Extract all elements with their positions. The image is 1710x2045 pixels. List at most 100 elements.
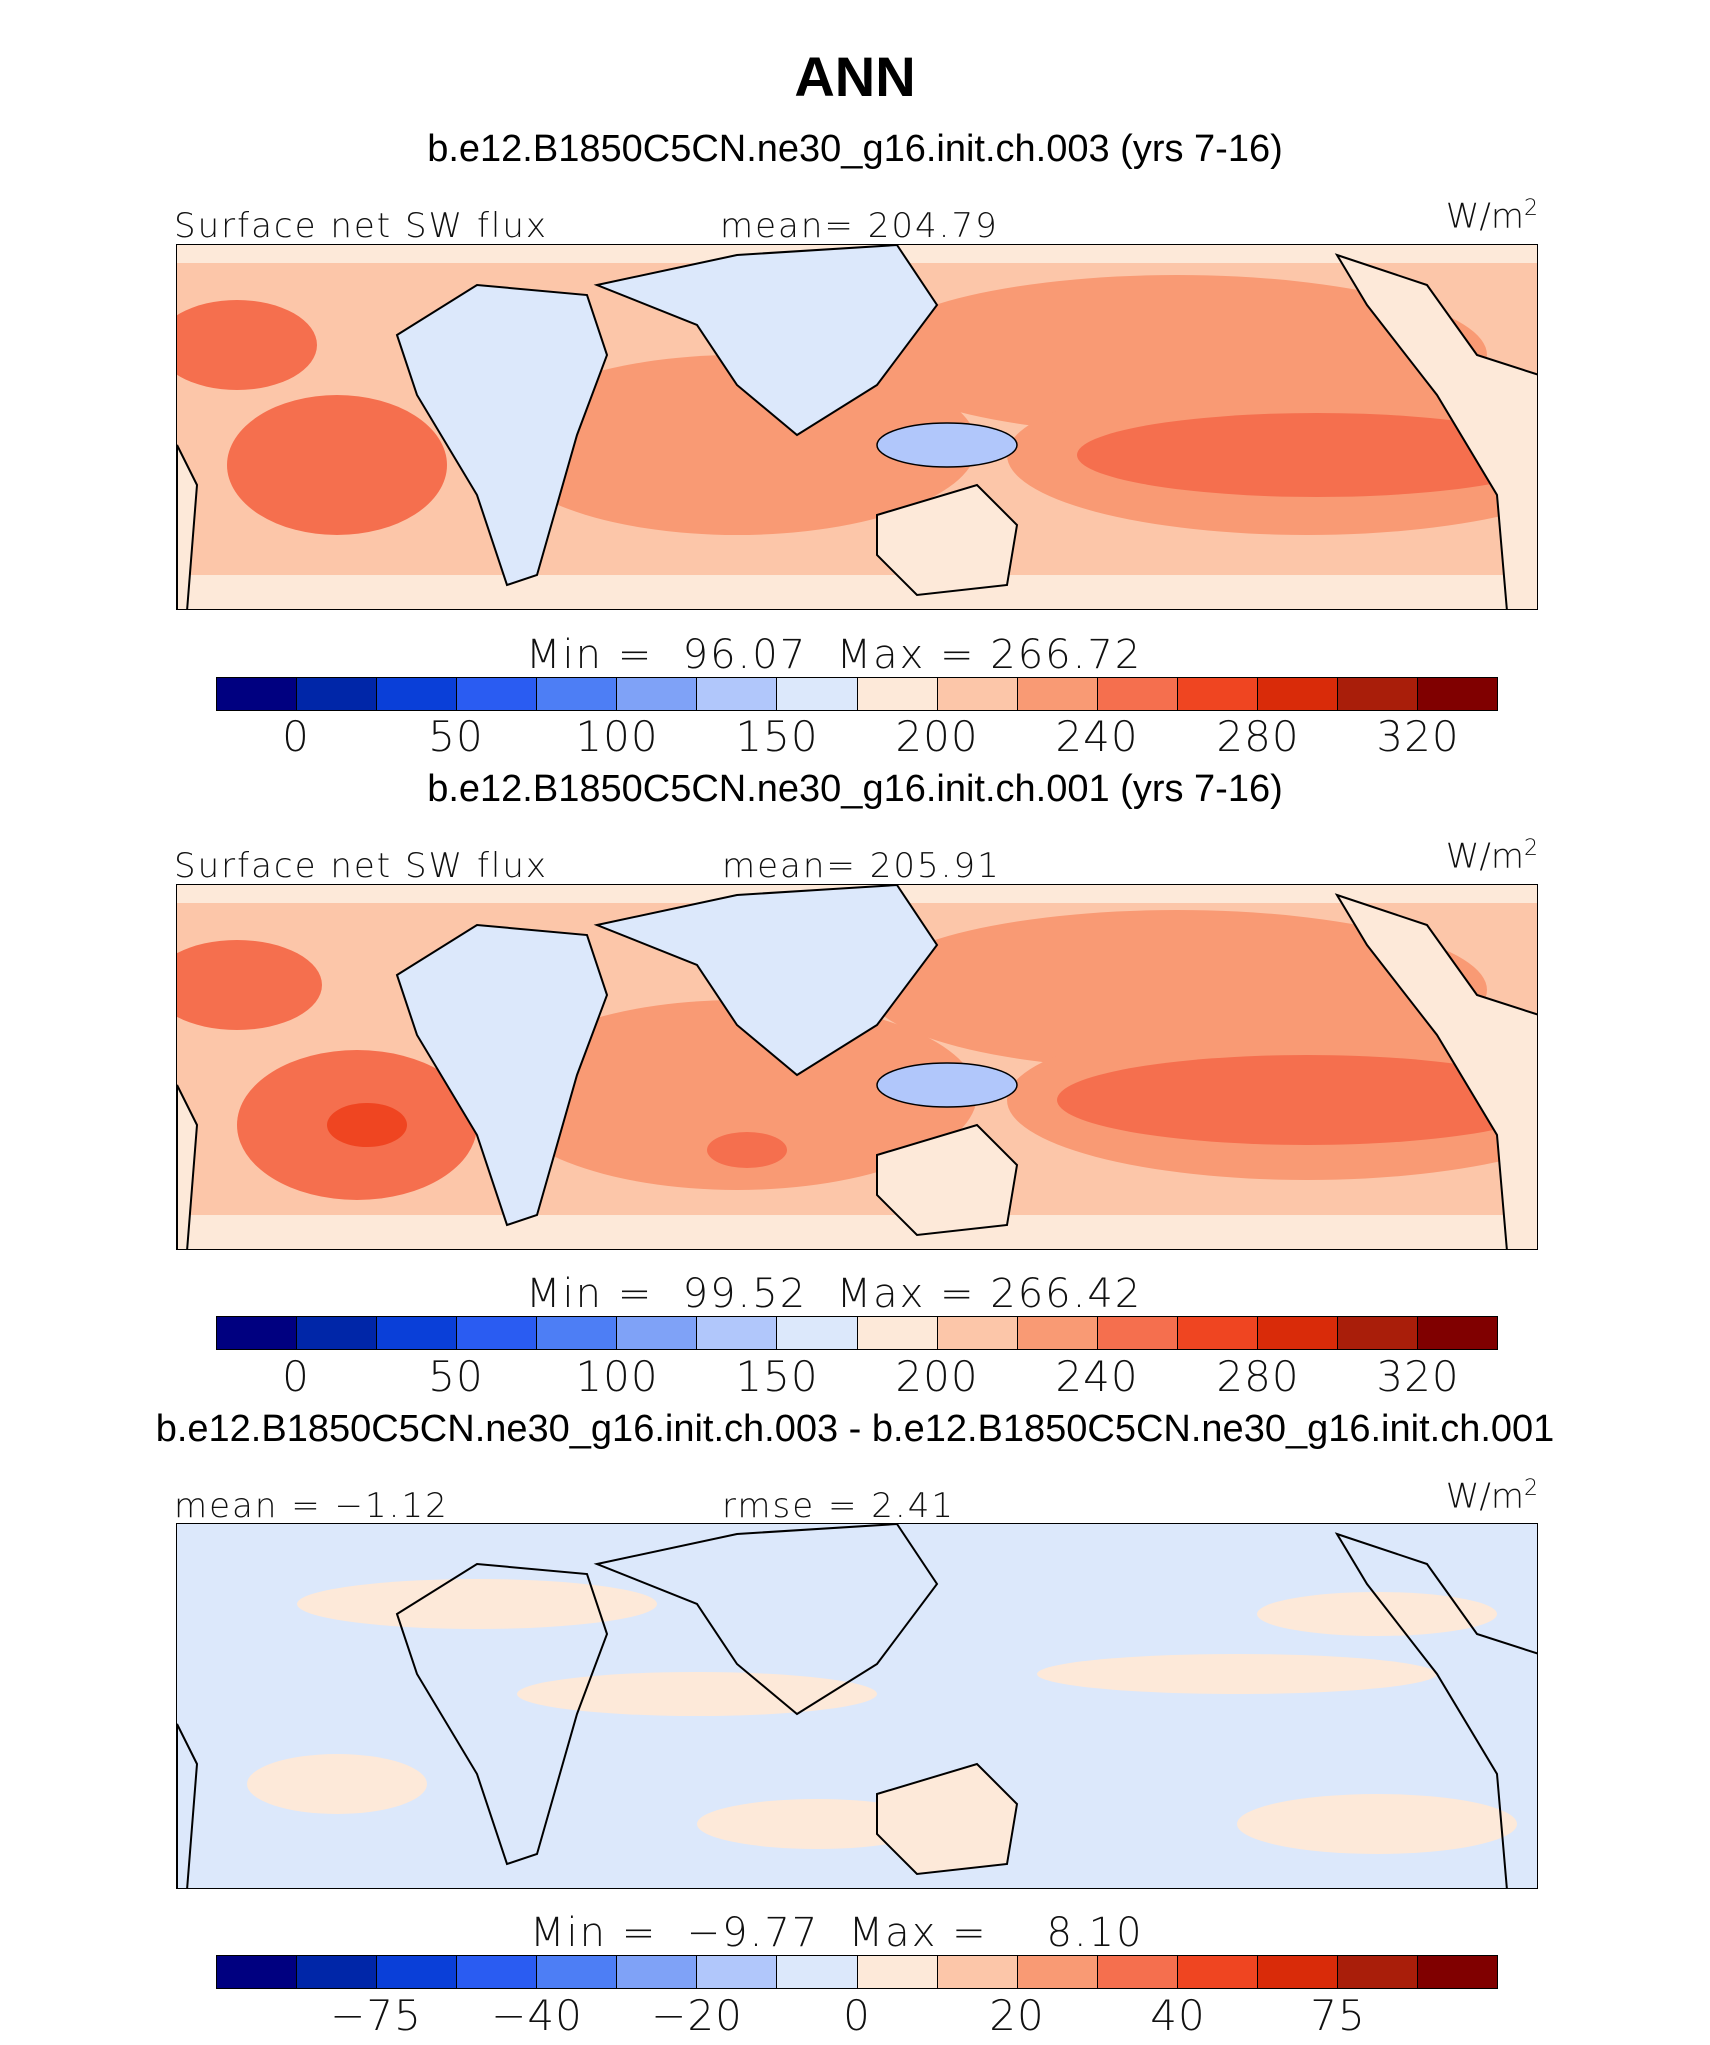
panel-2-stat-label: mean= bbox=[722, 846, 857, 886]
colorbar-segment bbox=[457, 1956, 538, 1988]
panel-diff-tick-0: −75 bbox=[330, 1991, 422, 2040]
panel-diff-field-positive-1 bbox=[297, 1579, 657, 1629]
colorbar-segment bbox=[777, 678, 858, 710]
colorbar-segment bbox=[857, 1317, 938, 1349]
panel-1-tick-1: 50 bbox=[428, 712, 484, 761]
colorbar-segment bbox=[297, 678, 378, 710]
panel-1-tick-3: 150 bbox=[735, 712, 819, 761]
panel-1-south-america-west bbox=[177, 444, 199, 609]
panel-2-field-south-high-lat bbox=[177, 1215, 1537, 1249]
panel-1-field-south-high-lat bbox=[177, 575, 1537, 609]
colorbar-segment bbox=[297, 1956, 378, 1988]
panel-2-colorbar bbox=[216, 1316, 1498, 1350]
colorbar-segment bbox=[617, 678, 698, 710]
panel-2-americas-land bbox=[1334, 893, 1537, 1249]
panel-2-tick-4: 200 bbox=[895, 1352, 979, 1401]
panel-2-maritime-continent bbox=[876, 1062, 1018, 1108]
panel-2-field-north-atlantic-max bbox=[177, 940, 322, 1030]
panel-1-stat-value: 204.79 bbox=[867, 206, 999, 246]
colorbar-segment bbox=[697, 678, 778, 710]
panel-1-americas-land bbox=[1334, 253, 1537, 609]
panel-2-asia-land bbox=[593, 885, 939, 1077]
panel-2-stat-value: 205.91 bbox=[869, 846, 1001, 886]
panel-2-variable-label: Surface net SW flux bbox=[174, 846, 549, 886]
colorbar-segment bbox=[1177, 1956, 1258, 1988]
colorbar-segment bbox=[1337, 1956, 1418, 1988]
colorbar-segment bbox=[937, 678, 1018, 710]
panel-diff-australia-land bbox=[876, 1762, 1019, 1876]
panel-diff-minmax: Min = −9.77 Max = 8.10 bbox=[530, 1910, 1144, 1956]
panel-2-field-indian-ocean-core bbox=[707, 1132, 787, 1168]
colorbar-segment bbox=[697, 1956, 778, 1988]
colorbar-segment bbox=[937, 1956, 1018, 1988]
panel-1-field-south-atlantic-max bbox=[227, 395, 447, 535]
colorbar-segment bbox=[1257, 678, 1338, 710]
panel-2-tick-0: 0 bbox=[282, 1352, 310, 1401]
panel-2-map bbox=[176, 884, 1538, 1250]
colorbar-segment bbox=[537, 1956, 618, 1988]
panel-2-tick-7: 320 bbox=[1376, 1352, 1460, 1401]
colorbar-segment bbox=[457, 678, 538, 710]
panel-2-tick-6: 280 bbox=[1216, 1352, 1300, 1401]
panel-2-africa-land bbox=[395, 923, 609, 1227]
panel-1-minmax: Min = 96.07 Max = 266.72 bbox=[526, 632, 1143, 678]
panel-diff-mean-label: mean = bbox=[174, 1486, 322, 1526]
panel-diff-map bbox=[176, 1523, 1538, 1889]
panel-1-stat-label: mean= bbox=[720, 206, 855, 246]
panel-2-field-indian-ocean bbox=[497, 1000, 977, 1190]
colorbar-segment bbox=[1177, 1317, 1258, 1349]
panel-1-tick-7: 320 bbox=[1376, 712, 1460, 761]
panel-2-tick-3: 150 bbox=[735, 1352, 819, 1401]
panel-diff-mean: mean = −1.12 bbox=[174, 1486, 449, 1526]
panel-2-tick-1: 50 bbox=[428, 1352, 484, 1401]
panel-1-australia-land bbox=[876, 483, 1019, 597]
colorbar-segment bbox=[217, 678, 298, 710]
colorbar-segment bbox=[537, 678, 618, 710]
panel-diff-colorbar bbox=[216, 1955, 1498, 1989]
panel-diff-rmse: rmse = 2.41 bbox=[722, 1486, 955, 1526]
panel-1-tick-5: 240 bbox=[1055, 712, 1139, 761]
panel-2-australia-land bbox=[876, 1123, 1019, 1237]
panel-1-tick-4: 200 bbox=[895, 712, 979, 761]
panel-2-map-svg bbox=[177, 885, 1537, 1249]
colorbar-segment bbox=[1417, 1956, 1497, 1988]
panel-1-maritime-continent bbox=[876, 422, 1018, 468]
colorbar-segment bbox=[377, 1317, 458, 1349]
colorbar-segment bbox=[537, 1317, 618, 1349]
panel-2-tick-2: 100 bbox=[575, 1352, 659, 1401]
panel-diff-tick-1: −40 bbox=[491, 1991, 583, 2040]
colorbar-segment bbox=[617, 1956, 698, 1988]
colorbar-segment bbox=[217, 1317, 298, 1349]
colorbar-segment bbox=[1337, 1317, 1418, 1349]
panel-diff-rmse-label: rmse = bbox=[722, 1486, 859, 1526]
panel-2-south-america-west bbox=[177, 1084, 199, 1249]
panel-1-tick-2: 100 bbox=[575, 712, 659, 761]
colorbar-segment bbox=[1017, 1956, 1098, 1988]
panel-diff-africa-land bbox=[395, 1562, 609, 1866]
panel-diff-tick-2: −20 bbox=[651, 1991, 743, 2040]
colorbar-segment bbox=[457, 1317, 538, 1349]
colorbar-segment bbox=[1097, 1956, 1178, 1988]
panel-1-colorbar bbox=[216, 677, 1498, 711]
colorbar-segment bbox=[857, 1956, 938, 1988]
panel-1-variable-label: Surface net SW flux bbox=[174, 206, 549, 246]
colorbar-segment bbox=[1177, 678, 1258, 710]
colorbar-segment bbox=[377, 1956, 458, 1988]
panel-diff-tick-4: 20 bbox=[989, 1991, 1045, 2040]
panel-diff-south-america-west bbox=[177, 1723, 199, 1888]
panel-1-africa-land bbox=[395, 283, 609, 587]
panel-1-field-south-pacific-max bbox=[1077, 413, 1537, 497]
panel-diff-tick-3: 0 bbox=[843, 1991, 871, 2040]
panel-2-tick-5: 240 bbox=[1055, 1352, 1139, 1401]
colorbar-segment bbox=[297, 1317, 378, 1349]
colorbar-segment bbox=[777, 1317, 858, 1349]
colorbar-segment bbox=[1097, 678, 1178, 710]
colorbar-segment bbox=[1097, 1317, 1178, 1349]
panel-diff-map-svg bbox=[177, 1524, 1537, 1888]
colorbar-segment bbox=[1257, 1956, 1338, 1988]
panel-1-asia-land bbox=[593, 245, 939, 437]
panel-1-title: b.e12.B1850C5CN.ne30_g16.init.ch.003 (yr… bbox=[427, 128, 1283, 170]
panel-diff-field-positive-4 bbox=[1257, 1592, 1497, 1636]
colorbar-segment bbox=[617, 1317, 698, 1349]
panel-2-units: W/m2 bbox=[1445, 836, 1538, 877]
